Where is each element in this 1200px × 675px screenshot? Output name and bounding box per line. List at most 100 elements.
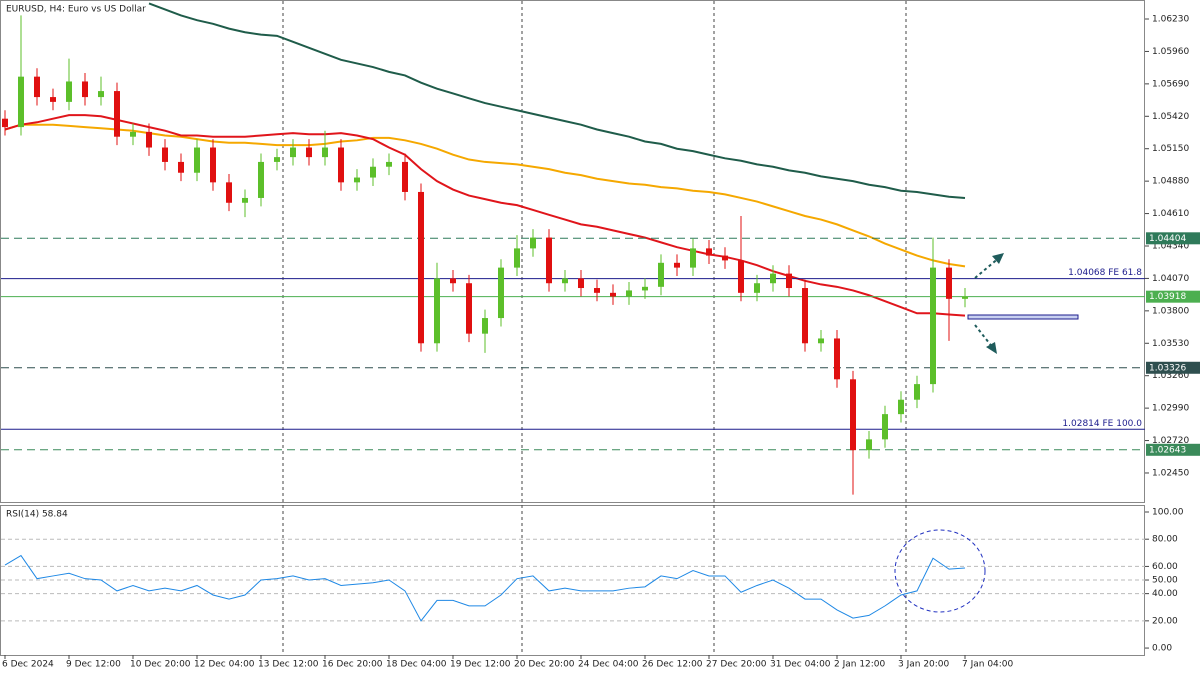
candle-body	[850, 379, 856, 451]
candle-body	[402, 161, 408, 192]
candle-body	[226, 182, 232, 203]
level-label: 1.04404	[1149, 234, 1186, 244]
x-tick-label: 7 Jan 04:00	[962, 660, 1014, 670]
candle-body	[82, 81, 88, 98]
candle-body	[962, 296, 968, 299]
candle-body	[130, 131, 136, 137]
candle-body	[914, 384, 920, 400]
candle-body	[338, 147, 344, 183]
y-tick-label: 50.00	[1152, 576, 1178, 586]
y-tick-label: 1.03260	[1152, 371, 1189, 381]
candle-body	[690, 248, 696, 268]
level-box	[1146, 361, 1200, 374]
y-tick-label: 1.02720	[1152, 436, 1189, 446]
candle-body	[786, 273, 792, 289]
candle-body	[386, 161, 392, 167]
candle-body	[594, 288, 600, 293]
candle-body	[898, 399, 904, 415]
arrow-down	[974, 324, 994, 349]
candle-body	[210, 147, 216, 183]
y-tick-label: 1.06230	[1152, 15, 1189, 25]
candle-body	[50, 97, 56, 102]
y-tick-label: 1.02990	[1152, 404, 1189, 414]
candle-body	[866, 439, 872, 451]
candle-body	[706, 248, 712, 256]
y-tick-label: 1.05690	[1152, 79, 1189, 89]
candle-body	[834, 338, 840, 380]
x-tick-label: 13 Dec 12:00	[258, 660, 319, 670]
candle-body	[658, 262, 664, 287]
level-label: 1.03326	[1149, 363, 1186, 373]
rsi-title: RSI(14) 58.84	[6, 510, 68, 520]
candle-body	[722, 255, 728, 261]
candle-body	[2, 118, 8, 128]
y-tick-label: 1.04340	[1152, 241, 1189, 251]
x-tick-label: 3 Jan 20:00	[898, 660, 950, 670]
y-tick-label: 80.00	[1152, 535, 1178, 545]
candle-body	[642, 286, 648, 291]
candle-body	[114, 91, 120, 137]
candle-body	[514, 248, 520, 268]
candle-body	[18, 76, 24, 128]
x-tick-label: 18 Dec 04:00	[386, 660, 447, 670]
candle-body	[370, 166, 376, 178]
candle-body	[802, 288, 808, 344]
x-tick-label: 31 Dec 04:00	[770, 660, 831, 670]
y-tick-label: 100.00	[1152, 507, 1184, 517]
candle-body	[146, 131, 152, 148]
candle-body	[258, 161, 264, 198]
arrow-up-head	[992, 253, 1004, 264]
y-tick-label: 1.04070	[1152, 274, 1189, 284]
separators	[282, 1, 907, 655]
x-tick-label: 26 Dec 12:00	[642, 660, 703, 670]
x-tick-label: 2 Jan 12:00	[834, 660, 886, 670]
candle-body	[770, 273, 776, 284]
rsi-highlight	[894, 529, 986, 613]
y-tick-label: 0.00	[1152, 644, 1172, 654]
candle-body	[418, 191, 424, 344]
y-tick-label: 40.00	[1152, 589, 1178, 599]
candle-body	[562, 278, 568, 284]
candle-body	[882, 414, 888, 440]
price-panel	[0, 0, 1145, 503]
x-tick-label: 24 Dec 04:00	[578, 660, 639, 670]
x-tick-label: 16 Dec 20:00	[322, 660, 383, 670]
candle-body	[546, 237, 552, 284]
line	[4, 554, 966, 622]
x-tick-label: 12 Dec 04:00	[194, 660, 255, 670]
x-tick-label: 10 Dec 20:00	[130, 660, 191, 670]
x-tick-label: 20 Dec 20:00	[514, 660, 575, 670]
candle-body	[194, 147, 200, 173]
level-label: 1.02643	[1149, 445, 1186, 455]
level-box	[1146, 290, 1200, 303]
candle-body	[578, 278, 584, 289]
candle-body	[482, 318, 488, 334]
candle-body	[450, 278, 456, 284]
x-tick-label: 19 Dec 12:00	[450, 660, 511, 670]
candle-body	[818, 338, 824, 344]
candle-body	[434, 278, 440, 344]
y-tick-label: 1.04610	[1152, 209, 1189, 219]
x-tick-label: 9 Dec 12:00	[66, 660, 121, 670]
candle-body	[626, 290, 632, 297]
candle-body	[34, 76, 40, 98]
y-tick-label: 20.00	[1152, 616, 1178, 626]
level-box	[1146, 232, 1200, 245]
y-tick-label: 1.05960	[1152, 47, 1189, 57]
candle-body	[930, 267, 936, 385]
candle-body	[946, 267, 952, 299]
candle-body	[466, 283, 472, 334]
y-tick-label: 1.04880	[1152, 177, 1189, 187]
y-tick-label: 1.03800	[1152, 306, 1189, 316]
level-label: 1.03918	[1149, 292, 1186, 302]
line	[4, 123, 966, 268]
candle-body	[274, 157, 280, 162]
y-tick-label: 1.02450	[1152, 468, 1189, 478]
candle-body	[242, 197, 248, 203]
y-tick-label: 60.00	[1152, 562, 1178, 572]
candle-body	[754, 283, 760, 293]
candle-body	[738, 260, 744, 293]
